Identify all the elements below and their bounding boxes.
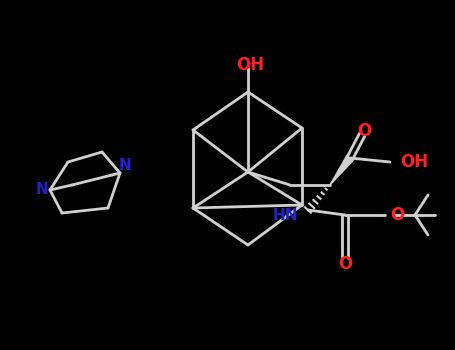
Text: OH: OH [236,56,264,74]
Text: HN: HN [273,208,298,223]
Text: N: N [119,158,131,173]
Text: O: O [390,206,404,224]
Text: O: O [357,122,371,140]
Text: O: O [338,255,352,273]
Polygon shape [330,156,353,185]
Text: OH: OH [400,153,428,171]
Text: N: N [35,182,48,197]
